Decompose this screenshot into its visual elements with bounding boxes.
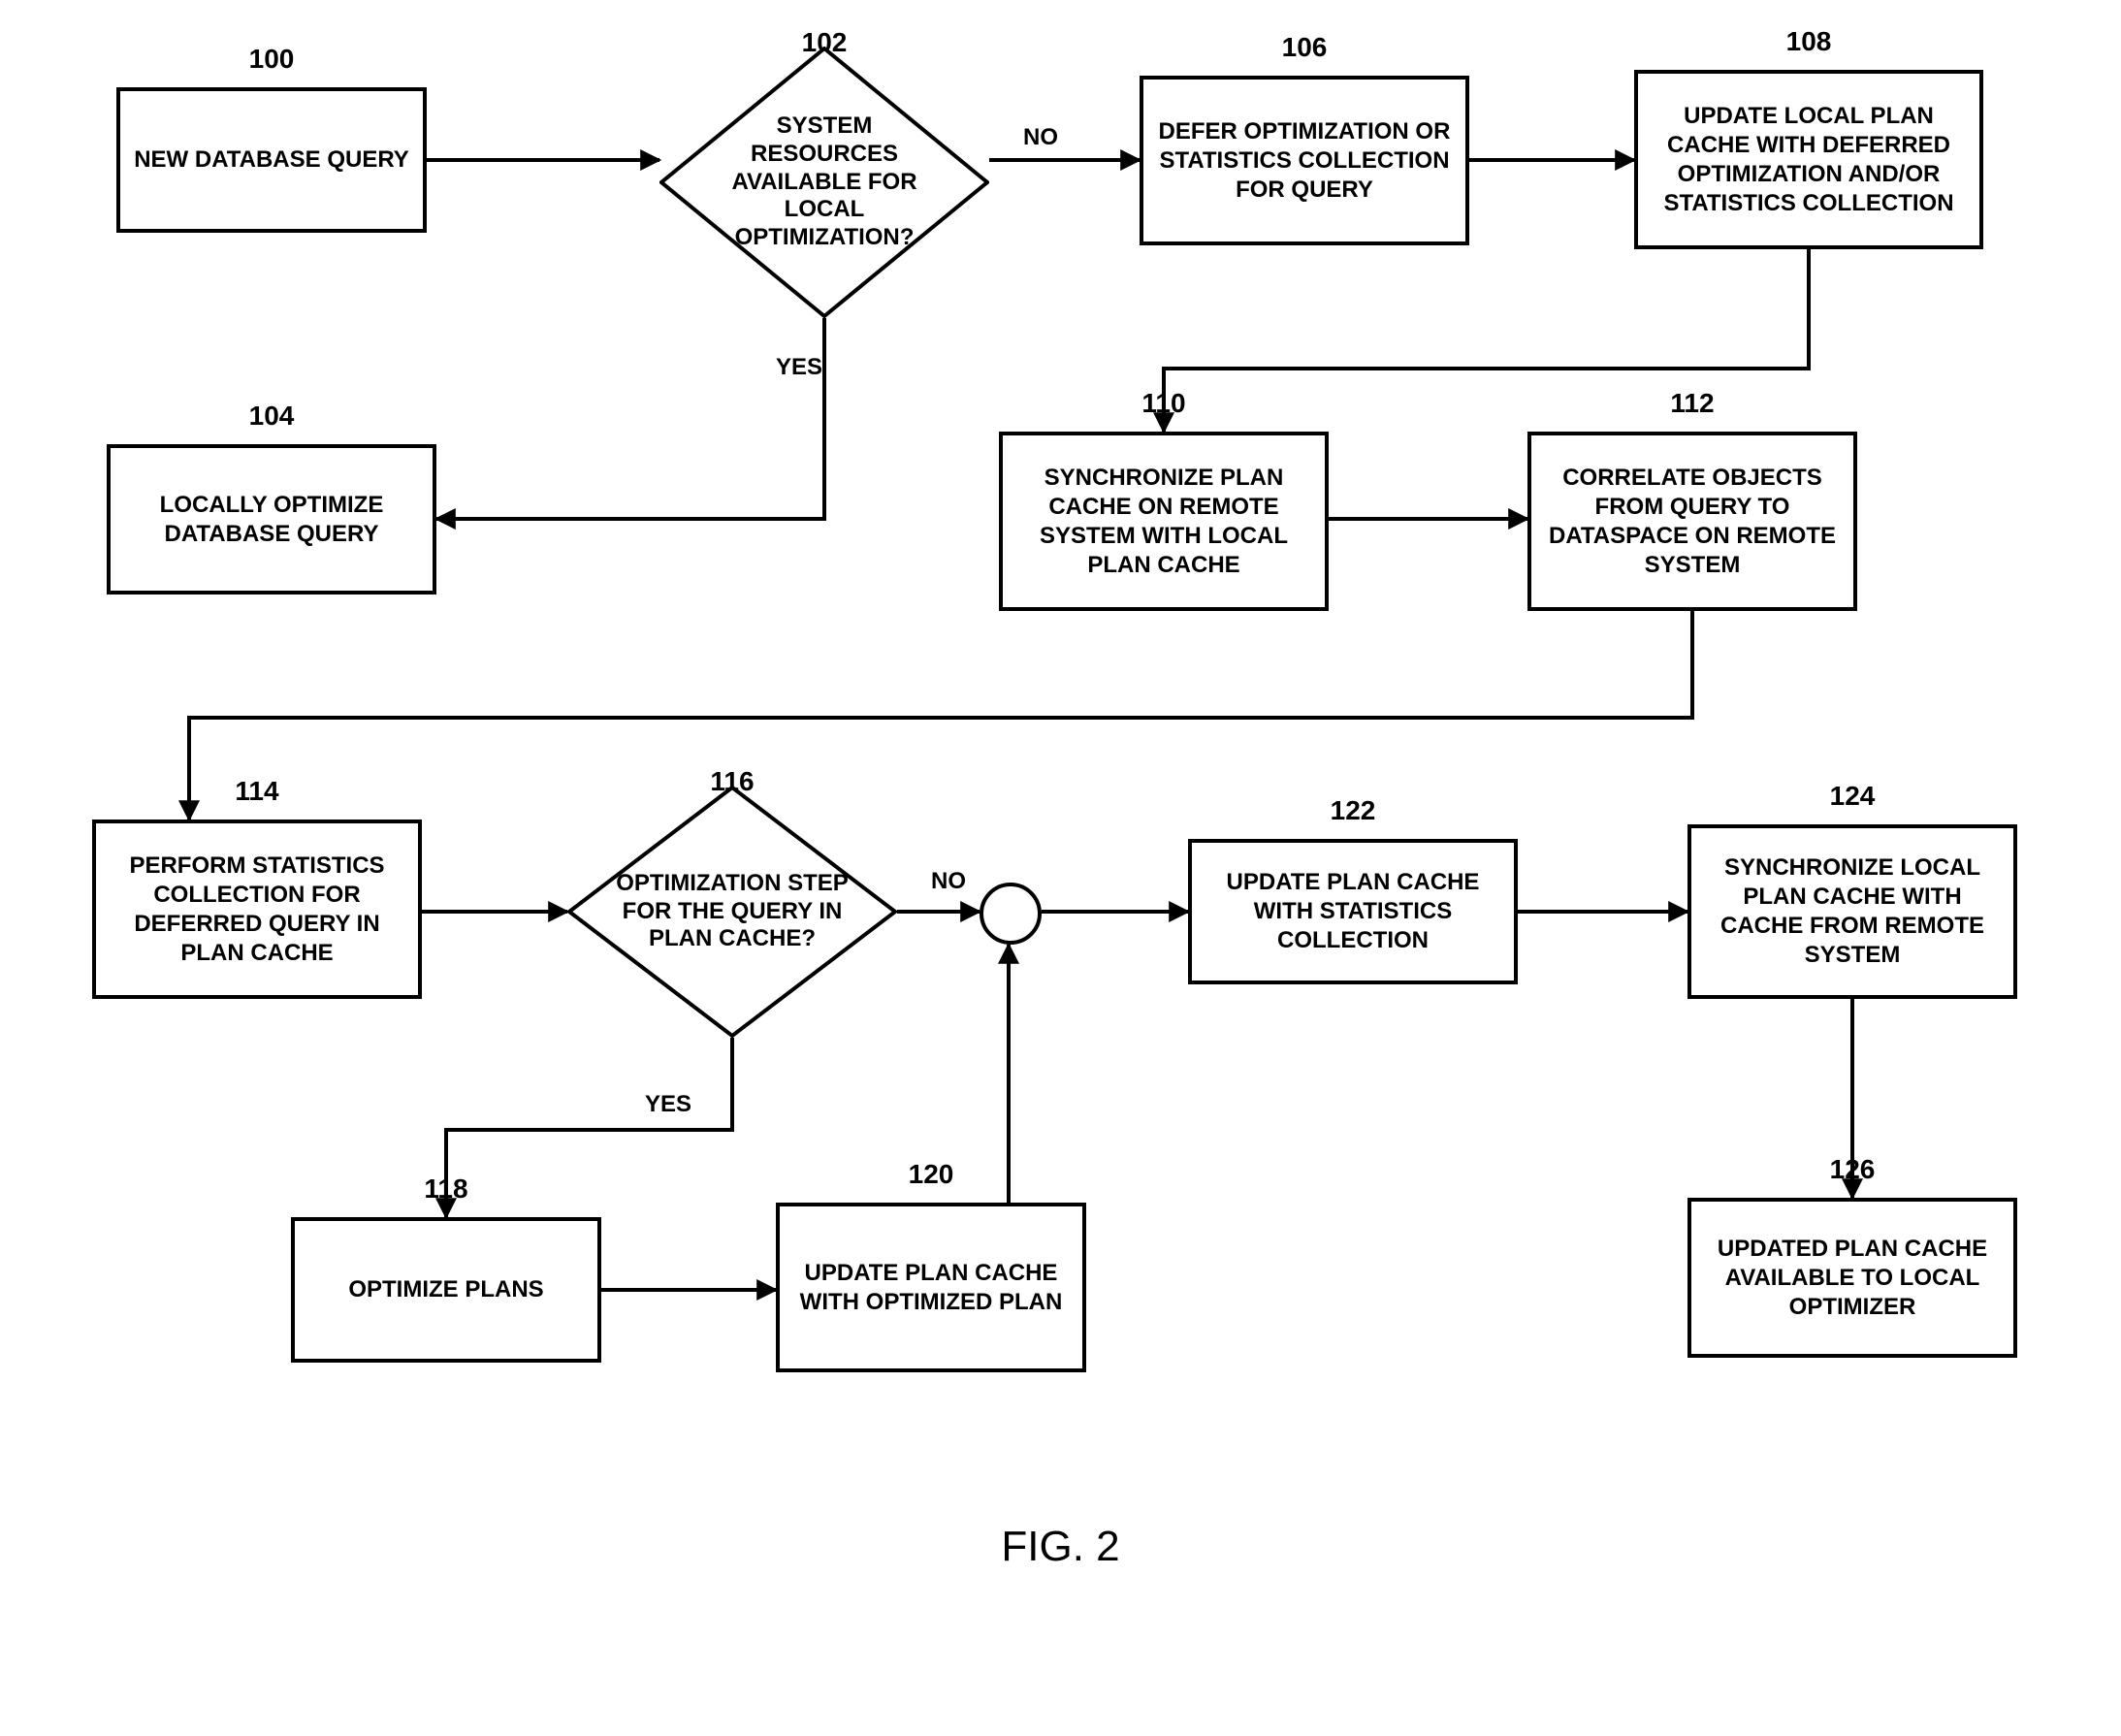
flow-box: PERFORM STATISTICS COLLECTION FOR DEFERR… [92,820,422,999]
edge-label: NO [1023,124,1058,151]
figure-title: FIG. 2 [0,1523,2121,1571]
node-id-label: 118 [291,1173,601,1205]
flow-box: OPTIMIZE PLANS [291,1217,601,1363]
edge-label: NO [931,868,966,895]
decision-diamond: OPTIMIZATION STEP FOR THE QUERY IN PLAN … [567,786,897,1038]
flow-box: CORRELATE OBJECTS FROM QUERY TO DATASPAC… [1527,432,1857,611]
node-id-label: 108 [1634,26,1983,57]
node-id-label: 100 [116,44,427,75]
edge-label: YES [645,1091,691,1118]
node-id-label: 126 [1687,1154,2017,1185]
node-id-label: 124 [1687,781,2017,812]
node-id-label: 114 [92,776,422,807]
decision-text: OPTIMIZATION STEP FOR THE QUERY IN PLAN … [567,786,897,1038]
flow-box: UPDATED PLAN CACHE AVAILABLE TO LOCAL OP… [1687,1198,2017,1358]
flow-box: SYNCHRONIZE PLAN CACHE ON REMOTE SYSTEM … [999,432,1329,611]
junction-circle [980,883,1042,945]
node-id-label: 110 [999,388,1329,419]
flow-box: DEFER OPTIMIZATION OR STATISTICS COLLECT… [1140,76,1469,245]
flowchart-canvas: 100NEW DATABASE QUERY102SYSTEM RESOURCES… [0,0,2121,1736]
decision-diamond: SYSTEM RESOURCES AVAILABLE FOR LOCAL OPT… [659,47,989,318]
flow-box: UPDATE LOCAL PLAN CACHE WITH DEFERRED OP… [1634,70,1983,249]
decision-text: SYSTEM RESOURCES AVAILABLE FOR LOCAL OPT… [659,47,989,318]
flow-box: NEW DATABASE QUERY [116,87,427,233]
node-id-label: 122 [1188,795,1518,826]
node-id-label: 112 [1527,388,1857,419]
flow-box: LOCALLY OPTIMIZE DATABASE QUERY [107,444,436,595]
flow-box: UPDATE PLAN CACHE WITH OPTIMIZED PLAN [776,1203,1086,1372]
node-id-label: 106 [1140,32,1469,63]
node-id-label: 120 [776,1159,1086,1190]
node-id-label: 104 [107,401,436,432]
flow-box: UPDATE PLAN CACHE WITH STATISTICS COLLEC… [1188,839,1518,984]
edge [436,318,824,519]
edge-label: YES [776,354,822,381]
flow-box: SYNCHRONIZE LOCAL PLAN CACHE WITH CACHE … [1687,824,2017,999]
